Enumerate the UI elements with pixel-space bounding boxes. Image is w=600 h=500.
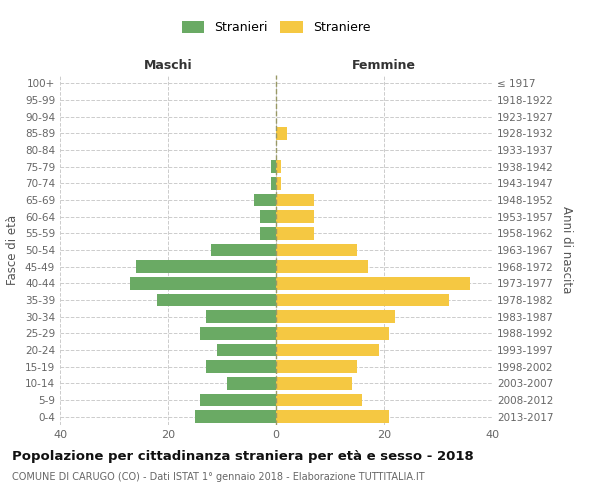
Bar	[276, 410, 389, 423]
Bar	[276, 360, 357, 373]
Y-axis label: Fasce di età: Fasce di età	[7, 215, 19, 285]
Bar	[276, 394, 362, 406]
Bar	[271, 160, 276, 173]
Bar	[276, 294, 449, 306]
Bar	[260, 227, 276, 239]
Text: Femmine: Femmine	[352, 58, 416, 71]
Bar	[200, 394, 276, 406]
Legend: Stranieri, Straniere: Stranieri, Straniere	[177, 16, 375, 40]
Bar	[136, 260, 276, 273]
Bar	[276, 327, 389, 340]
Text: Popolazione per cittadinanza straniera per età e sesso - 2018: Popolazione per cittadinanza straniera p…	[12, 450, 474, 463]
Y-axis label: Anni di nascita: Anni di nascita	[560, 206, 573, 294]
Bar	[276, 227, 314, 239]
Bar	[195, 410, 276, 423]
Bar	[276, 160, 281, 173]
Bar	[276, 194, 314, 206]
Bar	[217, 344, 276, 356]
Text: COMUNE DI CARUGO (CO) - Dati ISTAT 1° gennaio 2018 - Elaborazione TUTTITALIA.IT: COMUNE DI CARUGO (CO) - Dati ISTAT 1° ge…	[12, 472, 425, 482]
Bar	[276, 310, 395, 323]
Bar	[211, 244, 276, 256]
Bar	[276, 244, 357, 256]
Bar	[157, 294, 276, 306]
Bar	[276, 377, 352, 390]
Bar	[276, 177, 281, 190]
Bar	[276, 127, 287, 140]
Text: Maschi: Maschi	[143, 58, 193, 71]
Bar	[260, 210, 276, 223]
Bar	[271, 177, 276, 190]
Bar	[276, 260, 368, 273]
Bar	[276, 344, 379, 356]
Bar	[206, 360, 276, 373]
Bar	[254, 194, 276, 206]
Bar	[200, 327, 276, 340]
Bar	[276, 277, 470, 289]
Bar	[227, 377, 276, 390]
Bar	[276, 210, 314, 223]
Bar	[130, 277, 276, 289]
Bar	[206, 310, 276, 323]
